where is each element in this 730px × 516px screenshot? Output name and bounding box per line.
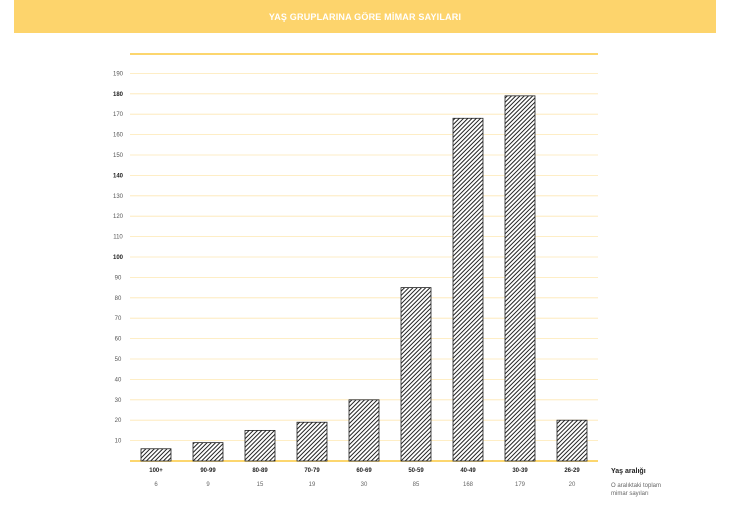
y-tick-label: 30: [115, 398, 122, 404]
x-axis-labels: 100+ 6 90-99 9 80-89 15 70-79 19 60-69 30 50-59 85 4…: [149, 468, 580, 488]
value-caption-line: O aralıktaki toplam: [611, 483, 661, 489]
x-category-label: 80-89: [252, 468, 268, 474]
y-tick-label: 160: [113, 133, 124, 139]
y-tick-label: 60: [115, 337, 122, 343]
bar: [296, 421, 328, 462]
bar-value-label: 6: [154, 482, 158, 488]
y-tick-label: 180: [113, 92, 124, 98]
title-banner: YAŞ GRUPLARINA GÖRE MİMAR SAYILARI: [14, 0, 716, 33]
bar-value-label: 9: [206, 482, 210, 488]
y-tick-label: 170: [113, 112, 124, 118]
y-axis-ticks: 10 20 30 40 50 60 70 80 90 100 110 120 130 140 150 160 1…: [113, 71, 124, 444]
y-tick-label: 80: [115, 296, 122, 302]
x-category-label: 70-79: [304, 468, 320, 474]
bar: [140, 448, 172, 462]
bar-value-label: 168: [463, 482, 474, 488]
bar: [244, 429, 276, 462]
x-category-label: 30-39: [512, 468, 528, 474]
bar: [348, 399, 380, 462]
bar: [400, 287, 432, 462]
y-tick-label: 140: [113, 173, 124, 179]
bar-value-label: 15: [257, 482, 264, 488]
value-caption-line: mimar sayıları: [611, 491, 649, 497]
chart-title: YAŞ GRUPLARINA GÖRE MİMAR SAYILARI: [268, 12, 462, 22]
y-tick-label: 10: [115, 439, 122, 445]
bar-value-label: 30: [361, 482, 368, 488]
y-tick-label: 110: [113, 235, 123, 241]
y-tick-label: 150: [113, 153, 124, 159]
bar-value-label: 179: [515, 482, 526, 488]
x-category-label: 50-59: [408, 468, 424, 474]
axis-legend: Yaş aralığı O aralıktaki toplam mimar sayı…: [611, 468, 661, 497]
bars: [140, 95, 588, 462]
bar: [556, 419, 588, 462]
y-tick-label: 190: [113, 71, 124, 77]
bar: [192, 442, 224, 462]
y-tick-label: 70: [115, 316, 122, 322]
y-tick-label: 40: [115, 377, 122, 383]
x-category-label: 60-69: [356, 468, 372, 474]
x-category-label: 90-99: [200, 468, 216, 474]
bar-value-label: 20: [569, 482, 576, 488]
y-tick-label: 130: [113, 194, 124, 200]
y-tick-label: 20: [115, 418, 122, 424]
y-tick-label: 120: [113, 214, 124, 220]
bar-value-label: 85: [413, 482, 420, 488]
bar: [504, 95, 536, 462]
y-tick-label: 90: [115, 275, 122, 281]
x-category-label: 26-29: [564, 468, 580, 474]
y-tick-label: 100: [113, 255, 124, 261]
x-category-label: 100+: [149, 468, 163, 474]
y-tick-label: 50: [115, 357, 122, 363]
x-axis-title: Yaş aralığı: [611, 468, 646, 475]
bar: [452, 117, 484, 462]
x-category-label: 40-49: [460, 468, 476, 474]
bar-value-label: 19: [309, 482, 316, 488]
